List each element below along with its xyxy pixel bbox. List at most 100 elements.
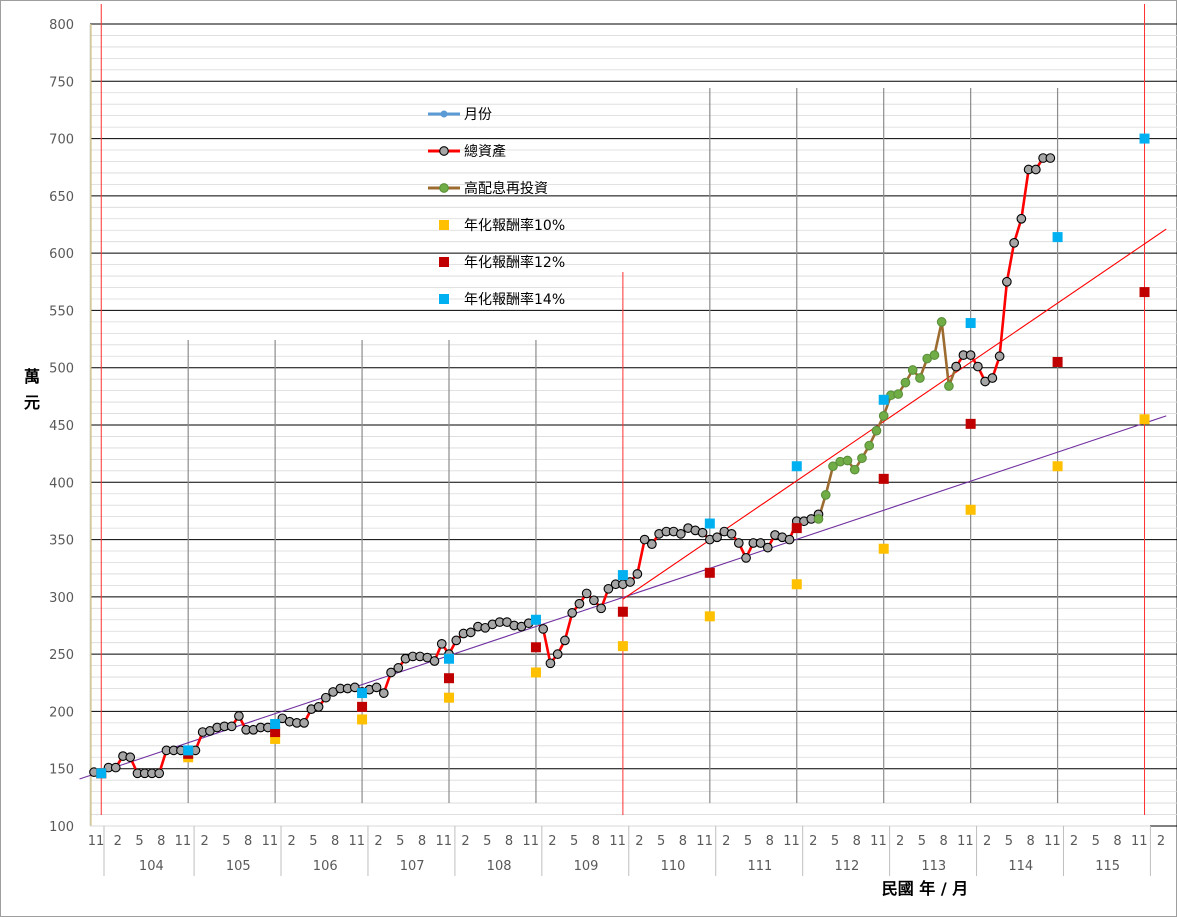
x-tick-label: 11 [957, 834, 974, 849]
data-point [965, 350, 976, 360]
x-year-label: 105 [226, 859, 251, 874]
data-point-square [704, 567, 715, 578]
legend-item: 年化報酬率10% [439, 217, 565, 234]
data-point [234, 711, 244, 721]
y-tick-label: 150 [49, 763, 74, 778]
x-tick-label: 2 [114, 834, 122, 849]
y-tick-label: 300 [49, 591, 74, 606]
x-tick-label: 5 [831, 834, 839, 849]
x-tick-label: 11 [1044, 834, 1061, 849]
x-year-label: 107 [400, 859, 425, 874]
x-tick-label: 11 [870, 834, 887, 849]
y-axis-label: 萬元 [24, 367, 40, 412]
data-point [625, 577, 635, 587]
data-point [712, 532, 722, 543]
data-point [560, 635, 570, 646]
legend-marker [439, 220, 449, 230]
data-point [589, 595, 599, 606]
x-year-label: 115 [1095, 859, 1120, 874]
x-year-label: 108 [487, 859, 512, 874]
x-tick-label: 8 [157, 834, 165, 849]
data-point-square [1052, 356, 1063, 367]
data-point-square [96, 768, 107, 779]
legend-label: 年化報酬率10% [464, 217, 565, 234]
data-point [951, 361, 962, 372]
y-tick-label: 400 [49, 476, 74, 491]
legend-marker [439, 183, 449, 193]
data-point [936, 317, 947, 327]
legend-item: 月份 [428, 107, 492, 123]
x-tick-label: 8 [940, 834, 948, 849]
x-tick-label: 8 [592, 834, 600, 849]
x-tick-label: 11 [349, 834, 366, 849]
data-point-square [1139, 414, 1150, 425]
data-point [864, 440, 875, 451]
data-point-square [791, 523, 802, 534]
y-tick-label: 200 [49, 705, 74, 720]
y-tick-label: 550 [49, 304, 74, 319]
y-axis-label-char: 萬 [24, 367, 40, 386]
legend-item: 年化報酬率14% [439, 291, 565, 308]
x-tick-label: 8 [331, 834, 339, 849]
y-tick-label: 700 [49, 133, 74, 148]
data-point [929, 350, 940, 360]
data-point [371, 682, 382, 693]
legend-label: 高配息再投資 [464, 180, 548, 197]
data-point [915, 373, 925, 383]
data-point [125, 752, 136, 763]
data-point [320, 692, 331, 703]
data-point-square [444, 673, 455, 684]
data-point [451, 635, 462, 646]
x-tick-label: 5 [918, 834, 926, 849]
data-point [842, 455, 853, 466]
x-tick-label: 5 [1005, 834, 1013, 849]
x-tick-label: 8 [244, 834, 252, 849]
x-tick-label: 11 [175, 834, 192, 849]
gridlines [89, 23, 1177, 827]
data-point [1030, 164, 1041, 175]
data-point-square [617, 606, 628, 617]
data-point [429, 656, 440, 666]
legend-marker [439, 146, 449, 156]
data-point-square [878, 394, 889, 405]
data-point-square [704, 611, 715, 622]
x-tick-label: 11 [522, 834, 539, 849]
legend-item: 總資產 [428, 143, 506, 160]
data-point [973, 361, 983, 372]
data-point [987, 373, 998, 383]
y-axis-label-char: 元 [24, 393, 40, 412]
data-point [299, 718, 309, 728]
data-point [1016, 213, 1027, 224]
data-point-square [1052, 461, 1063, 472]
data-point-square [878, 543, 889, 554]
x-tick-label: 11 [435, 834, 452, 849]
y-tick-label: 350 [49, 534, 74, 549]
x-tick-label: 2 [201, 834, 209, 849]
legend-label: 總資產 [464, 143, 506, 160]
x-tick-label: 5 [570, 834, 578, 849]
data-point-square [965, 318, 976, 329]
x-tick-label: 11 [783, 834, 800, 849]
data-point [733, 538, 744, 548]
x-tick-label: 2 [722, 834, 730, 849]
x-tick-label: 8 [853, 834, 861, 849]
data-point-square [1052, 232, 1063, 243]
y-tick-label: 800 [49, 18, 74, 33]
data-point [726, 528, 737, 539]
series-group [89, 133, 1150, 779]
data-point-square [270, 727, 281, 738]
x-year-label: 113 [921, 859, 946, 874]
legend-marker [440, 110, 448, 118]
y-tick-label: 500 [49, 362, 74, 377]
data-point-square [357, 701, 368, 712]
legend-label: 月份 [464, 107, 492, 123]
data-point [1009, 237, 1019, 248]
data-point-square [530, 642, 541, 653]
data-point [647, 539, 657, 550]
x-tick-label: 2 [1070, 834, 1078, 849]
x-tick-label: 5 [1092, 834, 1100, 849]
x-tick-label: 5 [222, 834, 230, 849]
data-point [820, 490, 831, 500]
x-tick-label: 11 [262, 834, 279, 849]
